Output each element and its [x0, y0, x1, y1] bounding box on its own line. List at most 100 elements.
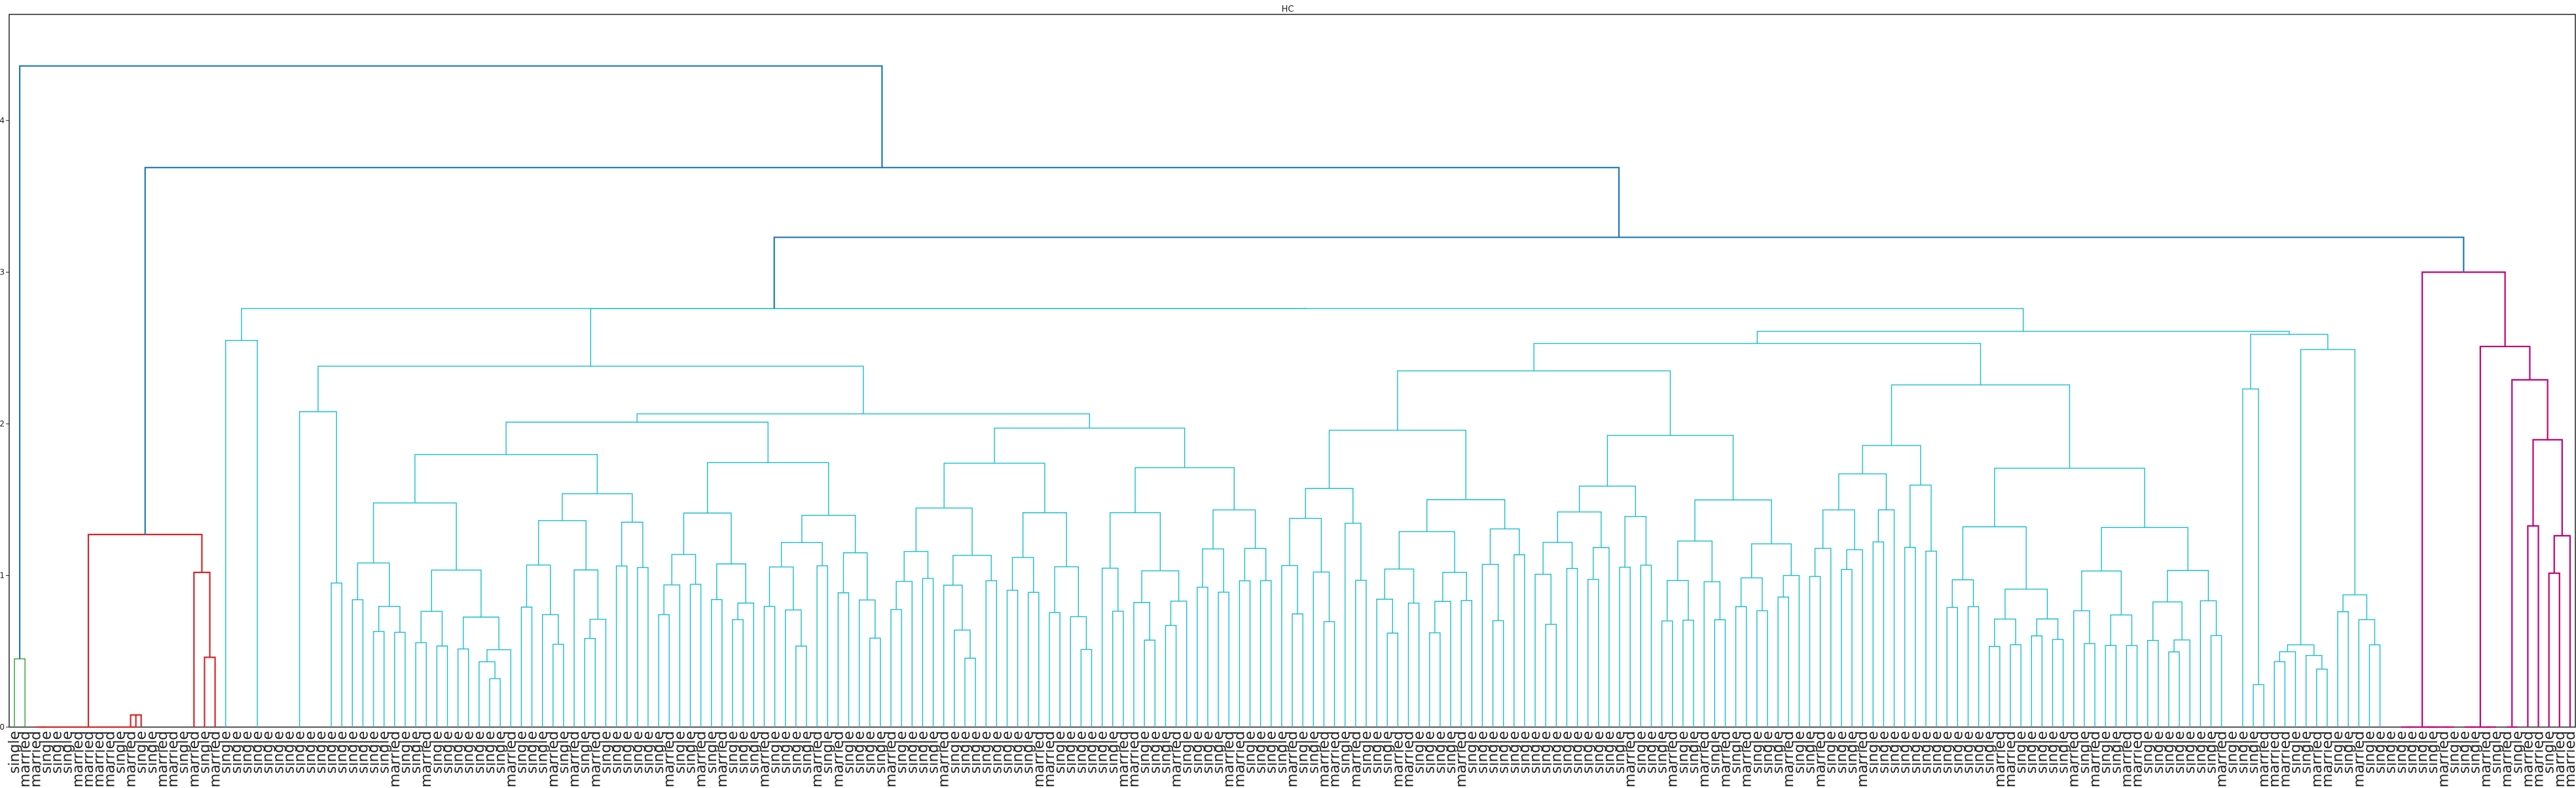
leaf-label: single: [524, 731, 541, 774]
leaf-label: single: [1136, 731, 1153, 774]
leaf-label: single: [1950, 731, 1966, 774]
dendrogram-link: [1028, 591, 1040, 727]
dendrogram-link: [1703, 581, 1721, 727]
leaf-label: single: [1527, 731, 1544, 774]
leaf-label: single: [408, 731, 424, 774]
dendrogram-link: [1281, 565, 1298, 727]
dendrogram-link: [1946, 607, 1958, 727]
dendrogram-link: [1070, 616, 1087, 727]
leaf-label: single: [134, 731, 150, 774]
leaf-label: married: [2256, 731, 2272, 787]
leaf-label: single: [1506, 731, 1523, 774]
leaf-label: single: [852, 731, 868, 774]
leaf-label: single: [1643, 731, 1660, 774]
leaf-label: single: [1760, 731, 1776, 774]
dendrogram-link: [1735, 606, 1747, 727]
dendrogram-link: [658, 614, 670, 727]
dendrogram-link: [2242, 388, 2259, 727]
leaf-label: married: [2499, 731, 2515, 787]
leaf-label: single: [1770, 731, 1787, 774]
dendrogram-link: [436, 645, 448, 727]
leaf-label: married: [936, 731, 952, 787]
dendrogram-link: [1677, 540, 1713, 582]
dendrogram-link: [1891, 384, 2071, 468]
leaf-label: single: [482, 731, 498, 774]
leaf-label: single: [1200, 731, 1216, 774]
leaf-label: married: [1813, 731, 1829, 787]
leaf-label: married: [1348, 731, 1364, 787]
dendrogram-link: [1492, 620, 1504, 727]
leaf-label: single: [767, 731, 784, 774]
dendrogram-link: [1292, 613, 1303, 727]
dendrogram-link: [1434, 601, 1451, 727]
dendrogram-link: [1809, 576, 1821, 727]
leaf-label: single: [239, 731, 255, 774]
leaf-label: single: [2182, 731, 2198, 774]
dendrogram-link: [711, 599, 723, 727]
leaf-label: single: [1971, 731, 1987, 774]
leaf-label: single: [450, 731, 467, 774]
dendrogram-link: [1141, 570, 1180, 603]
dendrogram-link: [1398, 531, 1455, 572]
dendrogram-link: [1557, 511, 1602, 548]
leaf-label: married: [2435, 731, 2452, 787]
dendrogram-link: [431, 569, 482, 618]
leaf-label: single: [1633, 731, 1649, 774]
dendrogram-link: [541, 614, 559, 727]
y-tick-label: 3: [0, 268, 5, 277]
leaf-label: single: [820, 731, 836, 774]
leaf-label: single: [2414, 731, 2431, 774]
dendrogram-link: [1841, 569, 1853, 727]
dendrogram-link: [2337, 611, 2349, 727]
leaf-label: married: [756, 731, 772, 787]
dendrogram-link: [773, 236, 2465, 309]
dendrogram-link: [2084, 643, 2095, 727]
leaf-label: married: [1031, 731, 1047, 787]
dendrogram-link: [1740, 577, 1763, 611]
leaf-label: single: [2383, 731, 2399, 774]
dendrogram-link: [372, 502, 457, 571]
dendrogram-link: [1533, 343, 1982, 385]
dendrogram-link: [2105, 645, 2116, 727]
leaf-label: single: [1253, 731, 1269, 774]
leaf-label: married: [1717, 731, 1733, 787]
y-tick-label: 4: [0, 116, 5, 125]
dendrogram-link: [2126, 645, 2138, 727]
leaf-label: single: [270, 731, 287, 774]
leaf-label: single: [1982, 731, 1998, 774]
dendrogram-link: [843, 552, 868, 600]
dendrogram-link: [2479, 345, 2531, 727]
leaf-label: married: [1400, 731, 1417, 787]
dendrogram-link: [1387, 632, 1399, 727]
dendrogram-link: [1218, 591, 1229, 727]
dendrogram-link: [2168, 651, 2180, 727]
leaf-label: single: [1612, 731, 1628, 774]
leaf-label: married: [154, 731, 171, 787]
dendrogram-link: [2358, 619, 2376, 727]
leaf-label: married: [830, 731, 846, 787]
dendrogram-link: [896, 580, 913, 727]
leaf-label: single: [1369, 731, 1385, 774]
leaf-label: single: [2161, 731, 2177, 774]
leaf-label: single: [461, 731, 477, 774]
leaf-label: married: [101, 731, 118, 787]
dendrogram-link: [1878, 509, 1895, 727]
leaf-label: single: [989, 731, 1005, 774]
dendrogram-link: [144, 166, 1620, 535]
dendrogram-link: [1133, 602, 1150, 727]
leaf-label: single: [1443, 731, 1459, 774]
dendrogram-link: [1682, 620, 1694, 727]
dendrogram-link: [1170, 600, 1188, 727]
dendrogram-link: [763, 605, 776, 727]
leaf-label: single: [1707, 731, 1723, 774]
leaf-label: single: [1844, 731, 1860, 774]
chart-title: HC: [1282, 5, 1294, 14]
dendrogram-link: [2305, 654, 2323, 727]
dendrogram-link: [1426, 499, 1506, 532]
dendrogram-link: [1666, 580, 1689, 621]
y-axis: 0 1 2 3 4: [0, 116, 9, 732]
dendrogram-link: [130, 714, 142, 727]
leaf-label: married: [714, 731, 731, 787]
dendrogram-link: [372, 631, 385, 727]
dendrogram-link: [689, 584, 702, 727]
